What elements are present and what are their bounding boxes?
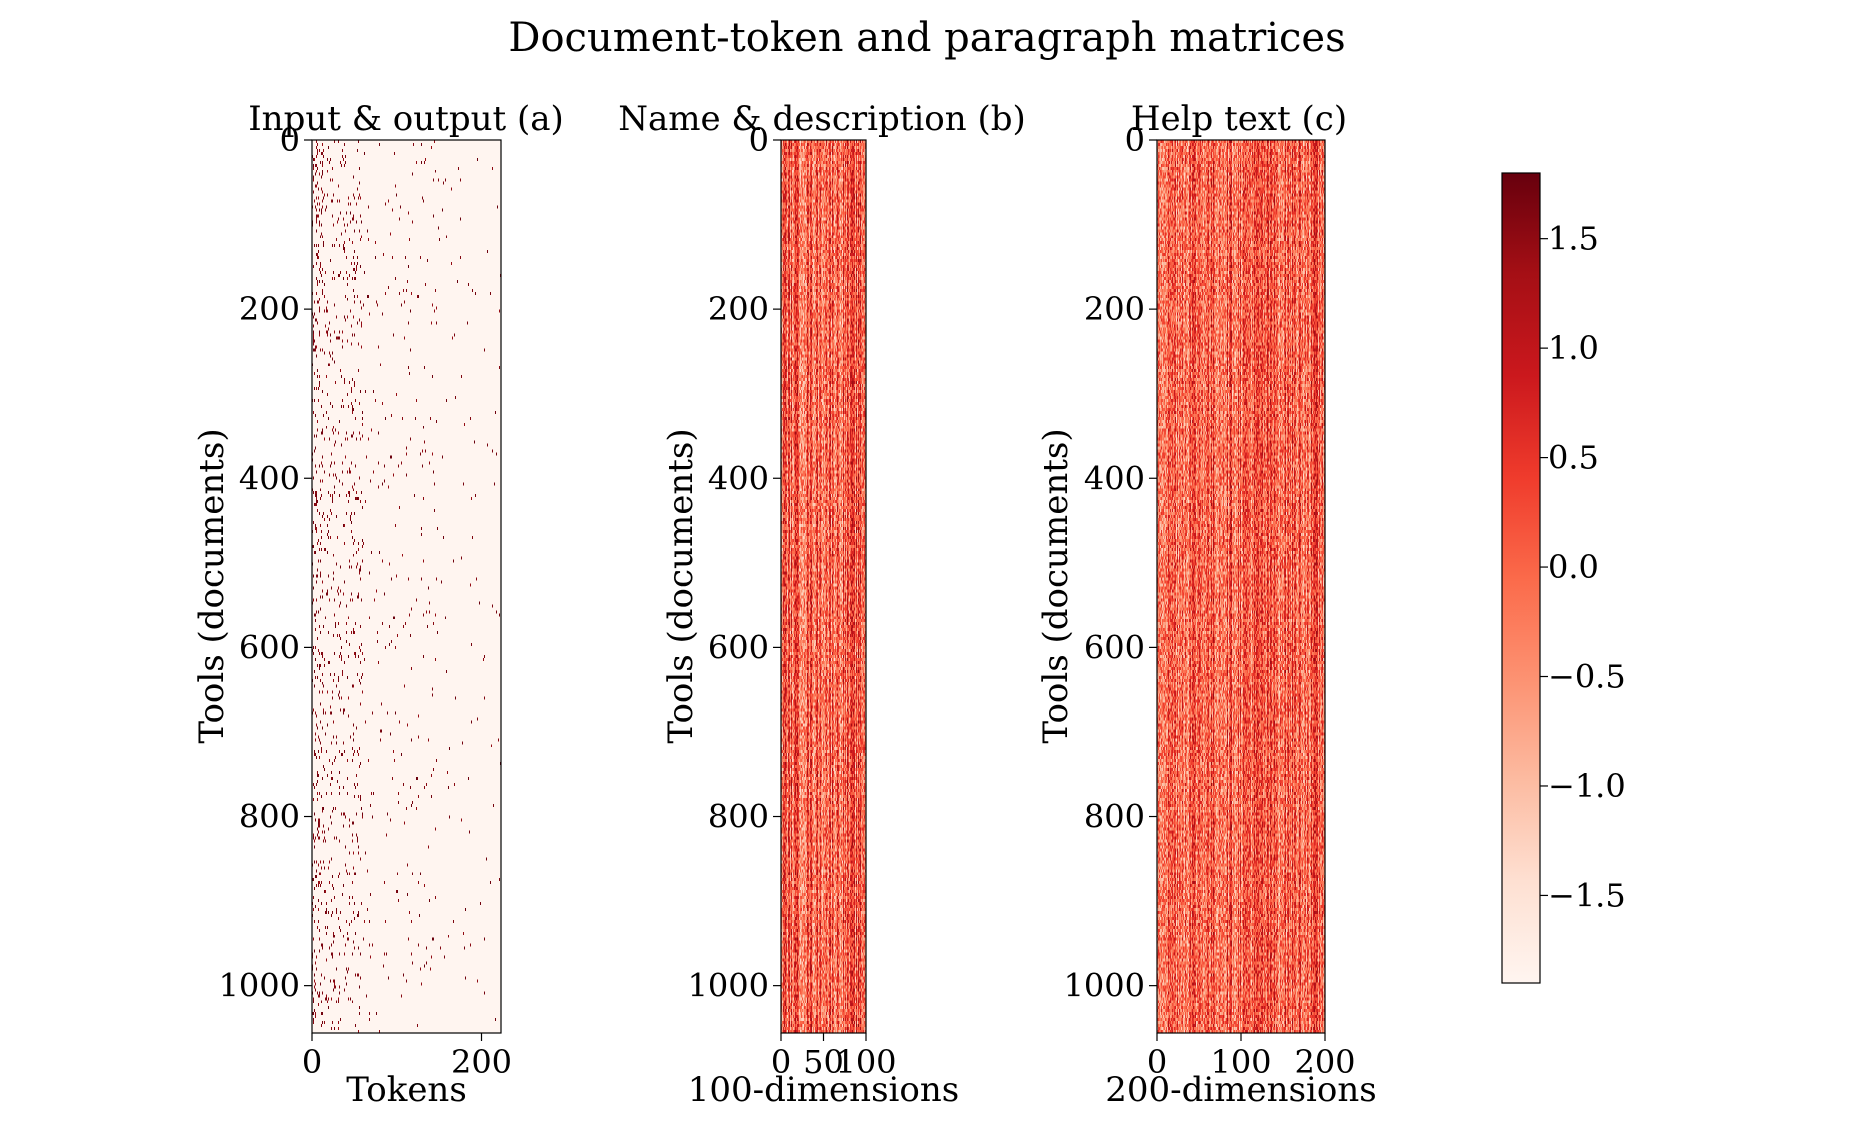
y-axis-label: Tools (documents) bbox=[1036, 428, 1076, 743]
colorbar-gradient bbox=[1502, 173, 1540, 983]
colorbar-tick-label: 1.0 bbox=[1548, 329, 1599, 367]
y-axis-label: Tools (documents) bbox=[192, 428, 232, 743]
x-axis-label: 200-dimensions bbox=[1105, 1070, 1376, 1110]
y-tick-label: 800 bbox=[239, 798, 300, 836]
y-tick-label: 600 bbox=[239, 628, 300, 666]
heatmap-cells bbox=[312, 140, 501, 1033]
y-tick-label: 800 bbox=[1084, 798, 1145, 836]
y-tick-label: 0 bbox=[1125, 121, 1145, 159]
y-tick-label: 0 bbox=[749, 121, 769, 159]
x-tick-label: 200 bbox=[451, 1043, 512, 1081]
x-axis-label: 100-dimensions bbox=[688, 1070, 959, 1110]
panel-title: Name & description (b) bbox=[618, 99, 1026, 139]
y-tick-label: 400 bbox=[239, 459, 300, 497]
colorbar-tick-label: 0.5 bbox=[1548, 439, 1599, 477]
y-tick-label: 400 bbox=[708, 459, 769, 497]
y-tick-label: 200 bbox=[239, 290, 300, 328]
heatmap-cells bbox=[1157, 140, 1325, 1033]
x-tick-label: 200 bbox=[1294, 1043, 1355, 1081]
colorbar-tick-label: −0.5 bbox=[1548, 658, 1626, 696]
panel-title: Help text (c) bbox=[1131, 99, 1347, 139]
y-tick-label: 1000 bbox=[1064, 967, 1145, 1005]
y-tick-label: 600 bbox=[1084, 628, 1145, 666]
y-axis-label: Tools (documents) bbox=[661, 428, 701, 743]
y-tick-label: 200 bbox=[1084, 290, 1145, 328]
x-tick-label: 100 bbox=[1210, 1043, 1271, 1081]
y-tick-label: 1000 bbox=[219, 967, 300, 1005]
colorbar-tick-label: −1.5 bbox=[1548, 876, 1626, 914]
colorbar-tick-label: 0.0 bbox=[1548, 548, 1599, 586]
y-tick-label: 0 bbox=[280, 121, 300, 159]
x-tick-label: 0 bbox=[771, 1043, 791, 1081]
heatmap-cells bbox=[781, 140, 866, 1033]
x-tick-label: 0 bbox=[1147, 1043, 1167, 1081]
colorbar-frame bbox=[1501, 172, 1541, 984]
x-tick-label: 100 bbox=[835, 1043, 896, 1081]
y-tick-label: 800 bbox=[708, 798, 769, 836]
x-tick-label: 0 bbox=[302, 1043, 322, 1081]
figure-title: Document-token and paragraph matrices bbox=[508, 15, 1345, 61]
y-tick-label: 600 bbox=[708, 628, 769, 666]
heatmap-frame bbox=[311, 139, 502, 1034]
panel-title: Input & output (a) bbox=[248, 99, 564, 139]
y-tick-label: 400 bbox=[1084, 459, 1145, 497]
x-tick-label: 50 bbox=[803, 1043, 844, 1081]
x-axis-label: Tokens bbox=[346, 1070, 467, 1110]
colorbar-tick-label: 1.5 bbox=[1548, 220, 1599, 258]
colorbar-tick-label: −1.0 bbox=[1548, 767, 1626, 805]
y-tick-label: 200 bbox=[708, 290, 769, 328]
y-tick-label: 1000 bbox=[688, 967, 769, 1005]
